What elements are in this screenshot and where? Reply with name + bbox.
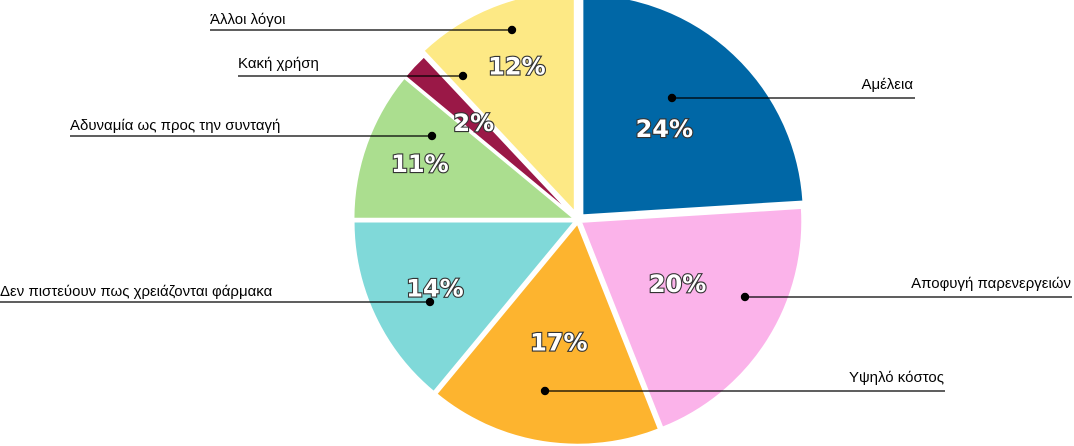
callout-dot <box>740 292 750 302</box>
pie-slice-callout: Άλλοι λόγοι <box>210 11 517 35</box>
pie-slice-callout: Αποφυγή παρενεργειών <box>740 275 1072 302</box>
callout-dot <box>458 71 468 81</box>
pie-slice-value-label: 17% <box>530 329 587 357</box>
pie-slice-category-label: Κακή χρήση <box>238 55 319 72</box>
pie-slice-callout: Κακή χρήση <box>238 55 468 81</box>
pie-slice <box>352 220 577 394</box>
pie-slice-category-label: Αδυναμία ως προς την συνταγή <box>70 117 280 134</box>
pie-slice-value-label: 12% <box>488 53 545 81</box>
pie-slice-callout: Αμέλεια <box>667 76 915 103</box>
callout-dot <box>425 297 435 307</box>
callout-dot <box>427 131 437 141</box>
pie-slice-value-label: 11% <box>391 150 448 178</box>
pie-slice-category-label: Αποφυγή παρενεργειών <box>911 275 1071 292</box>
pie-slice-value-label: 2% <box>453 109 494 137</box>
pie-slice-category-label: Δεν πιστεύουν πως χρειάζονται φάρμακα <box>0 283 273 300</box>
pie-slice-category-label: Υψηλό κόστος <box>849 369 944 386</box>
callout-dot <box>507 25 517 35</box>
pie-slice <box>580 0 805 217</box>
pie-slice <box>434 221 661 446</box>
pie-slice-value-label: 24% <box>636 115 693 143</box>
callout-dot <box>667 93 677 103</box>
pie-slice <box>421 0 577 214</box>
pie-slice-callout: Δεν πιστεύουν πως χρειάζονται φάρμακα <box>0 283 435 307</box>
pie-slice-category-label: Άλλοι λόγοι <box>210 11 285 28</box>
pie-slice-callout: Υψηλό κόστος <box>540 369 945 396</box>
pie-slice-value-label: 14% <box>406 274 463 302</box>
pie-slices <box>351 0 805 446</box>
pie-slice-value-label: 20% <box>649 270 706 298</box>
callout-dot <box>540 386 550 396</box>
pie-slice-category-label: Αμέλεια <box>861 76 913 93</box>
pie-slice <box>351 76 577 221</box>
pie-slice <box>579 206 804 430</box>
pie-slice-callout: Αδυναμία ως προς την συνταγή <box>70 117 437 141</box>
percentage-labels: 24% 20% 17% 14% 11%2% 12% <box>390 52 707 358</box>
callouts: Αμέλεια Αποφυγή παρενεργειών Υψηλό κόστος Δ… <box>0 11 1072 396</box>
